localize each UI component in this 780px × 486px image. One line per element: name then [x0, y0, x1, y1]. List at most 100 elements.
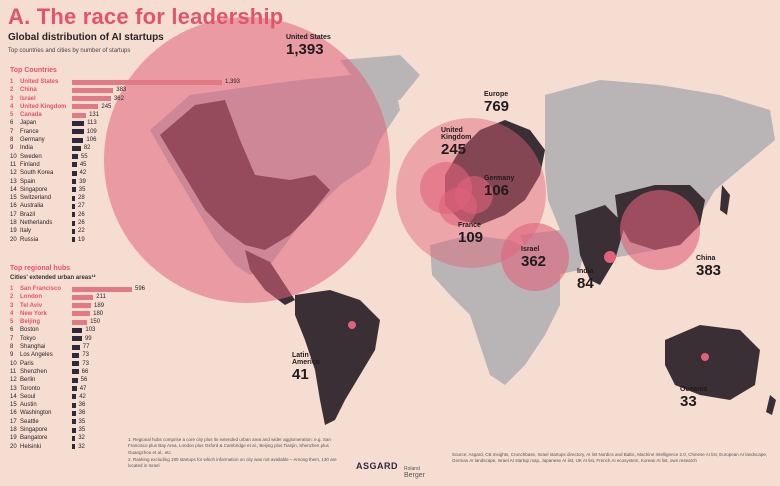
country-rank-number: 13: [10, 178, 17, 185]
hub-row: 5 Beijing 150: [10, 318, 270, 326]
hub-bar: [72, 377, 78, 383]
hub-rank-number: 14: [10, 393, 17, 400]
country-value-label: 383: [116, 87, 127, 94]
country-rank-number: 12: [10, 170, 17, 177]
hub-rank-number: 9: [10, 352, 14, 359]
hub-category-label: Helsinki: [20, 443, 42, 450]
oceania-bubble: [701, 353, 709, 361]
country-bar: [72, 179, 77, 185]
hub-row: 15 Austin 36: [10, 401, 270, 409]
source-note: Source: Asgard, CB Insights, Crunchbase,…: [452, 452, 768, 464]
hub-value-label: 596: [135, 286, 146, 292]
country-category-label: Russia: [20, 236, 39, 243]
country-rank-number: 3: [10, 95, 14, 102]
hub-rank-number: 19: [10, 435, 17, 442]
country-category-label: South Korea: [20, 170, 54, 177]
country-rank-number: 17: [10, 211, 17, 218]
hub-value-label: 66: [81, 368, 89, 375]
hub-category-label: Tel Aviv: [20, 302, 43, 309]
country-value-label: 19: [78, 236, 85, 243]
country-bar: [72, 137, 84, 143]
roland-berger-logo: Roland Berger: [404, 466, 426, 479]
hub-rank-number: 17: [10, 418, 17, 425]
hub-category-label: Seattle: [20, 418, 39, 425]
hub-category-label: Shanghai: [20, 344, 46, 351]
country-value-label: 55: [80, 153, 88, 160]
country-row: 9 India 82: [10, 144, 270, 152]
hub-bar: [72, 435, 76, 441]
hub-row: 10 Paris 73: [10, 360, 270, 368]
hub-row: 2 London 211: [10, 293, 270, 301]
label-india: India 84: [577, 268, 594, 292]
label-china: China 383: [696, 255, 722, 279]
label-europe: Europe 769: [484, 91, 510, 115]
country-row: 16 Australia 27: [10, 202, 270, 210]
country-value-label: 131: [89, 112, 100, 119]
hub-value-label: 73: [82, 352, 90, 359]
hub-rank-number: 11: [10, 368, 17, 375]
country-value-label: 26: [78, 211, 85, 218]
china-bubble: [620, 190, 700, 270]
hub-bar: [72, 303, 92, 309]
label-united-kingdom: United Kingdom 245: [441, 127, 472, 158]
hub-bar: [72, 419, 76, 425]
country-bar: [72, 187, 76, 193]
hub-category-label: Boston: [20, 327, 39, 334]
india-bubble: [604, 251, 616, 263]
country-row: 10 Sweden 55: [10, 153, 270, 161]
hub-bar: [72, 386, 77, 392]
hub-category-label: Beijing: [20, 319, 41, 326]
country-value-label: 45: [79, 161, 87, 168]
us-bubble: [104, 17, 390, 303]
hub-row: 20 Helsinki 32: [10, 443, 270, 451]
hub-category-label: Seoul: [20, 393, 36, 400]
country-row: 7 France 109: [10, 128, 270, 136]
hub-row: 13 Toronto 47: [10, 385, 270, 393]
hub-value-label: 180: [93, 310, 104, 317]
country-row: 18 Netherlands 26: [10, 219, 270, 227]
hub-category-label: Los Angeles: [20, 352, 53, 359]
hub-rank-number: 13: [10, 385, 17, 392]
country-category-label: Switzerland: [20, 195, 52, 202]
hub-category-label: Berlin: [20, 377, 36, 384]
australia-highlight: [665, 325, 760, 400]
hub-rank-number: 4: [10, 310, 14, 317]
country-category-label: Japan: [20, 120, 37, 127]
hub-bar: [72, 410, 76, 416]
hub-row: 16 Washington 36: [10, 409, 270, 417]
india-highlight: [575, 205, 625, 285]
hub-value-label: 35: [78, 427, 86, 434]
hub-bar: [72, 369, 79, 375]
country-value-label: 28: [78, 195, 85, 202]
hub-value-label: 32: [78, 435, 85, 442]
hub-bar: [72, 286, 132, 292]
hub-bar: [72, 352, 80, 358]
country-bar: [72, 87, 114, 93]
hub-rank-number: 7: [10, 335, 14, 342]
hub-row: 9 Los Angeles 73: [10, 351, 270, 359]
country-rank-number: 4: [10, 103, 14, 110]
hub-bar: [72, 336, 82, 342]
country-value-label: 106: [86, 137, 97, 144]
label-united-states: United States 1,393: [286, 34, 331, 58]
latam-bubble: [348, 321, 356, 329]
hub-category-label: New York: [20, 310, 47, 317]
israel-bubble: [501, 223, 569, 291]
country-bar: [72, 162, 77, 168]
country-category-label: Canada: [20, 112, 42, 119]
country-row: 12 South Korea 42: [10, 169, 270, 177]
country-category-label: Sweden: [20, 153, 42, 160]
country-value-label: 1,393: [225, 79, 241, 85]
hub-row: 17 Seattle 35: [10, 418, 270, 426]
country-row: 4 United Kingdom 245: [10, 103, 270, 111]
country-bar: [72, 145, 81, 151]
hub-row: 1 San Francisco 596: [10, 285, 270, 293]
country-rank-number: 20: [10, 236, 17, 243]
country-category-label: Finland: [20, 161, 40, 168]
hub-row: 18 Singapore 35: [10, 426, 270, 434]
hub-value-label: 103: [85, 327, 96, 334]
country-category-label: Spain: [20, 178, 36, 185]
new-zealand: [766, 395, 776, 415]
hub-bar: [72, 344, 80, 350]
